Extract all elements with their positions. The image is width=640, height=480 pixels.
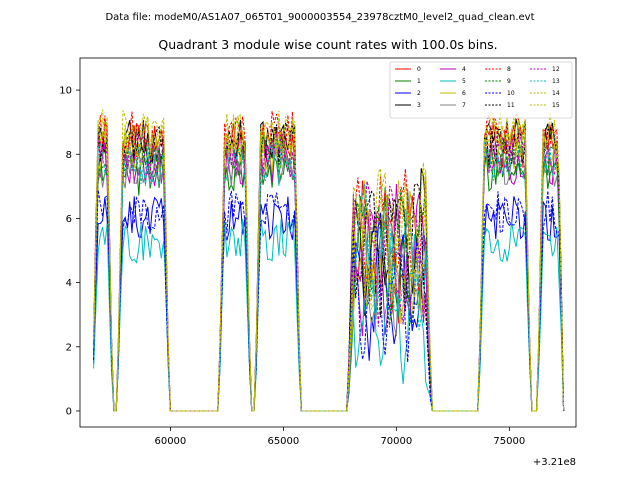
legend-label: 11 [507, 102, 515, 109]
plot-area [93, 109, 565, 412]
legend-label: 1 [417, 78, 421, 85]
legend-label: 6 [462, 90, 466, 97]
x-offset-label: +3.21e8 [533, 457, 576, 468]
legend-label: 3 [417, 102, 421, 109]
legend-label: 7 [462, 102, 466, 109]
series-line-12 [93, 132, 565, 412]
legend-label: 2 [417, 90, 421, 97]
legend-label: 4 [462, 66, 466, 73]
legend-label: 14 [552, 90, 560, 97]
legend-label: 5 [462, 78, 466, 85]
x-tick-label: 75000 [493, 436, 525, 447]
y-tick-label: 4 [66, 278, 72, 289]
legend-label: 15 [552, 102, 560, 109]
series-line-13 [93, 141, 565, 412]
legend-label: 9 [507, 78, 511, 85]
y-axis: 0 2 4 6 8 10 [59, 86, 80, 417]
series-line-14 [93, 112, 565, 412]
y-tick-label: 0 [66, 406, 72, 417]
legend-label: 12 [552, 66, 560, 73]
series-line-15 [93, 109, 565, 412]
x-tick-label: 70000 [380, 436, 412, 447]
y-tick-label: 2 [66, 342, 72, 353]
axes-frame [79, 57, 577, 428]
legend-frame [389, 61, 573, 119]
x-axis: 60000 65000 70000 75000 [154, 427, 525, 447]
y-tick-label: 10 [59, 86, 72, 97]
chart-title: Quadrant 3 module wise count rates with … [158, 37, 497, 52]
legend-label: 0 [417, 66, 421, 73]
y-tick-label: 6 [66, 214, 72, 225]
x-tick-label: 65000 [267, 436, 299, 447]
x-tick-label: 60000 [154, 436, 186, 447]
legend-label: 10 [507, 90, 515, 97]
legend-label: 13 [552, 78, 560, 85]
suptitle: Data file: modeM0/AS1A07_065T01_90000035… [105, 12, 534, 23]
y-tick-label: 8 [66, 150, 72, 161]
series-line-5 [93, 218, 565, 412]
legend-label: 8 [507, 66, 511, 73]
